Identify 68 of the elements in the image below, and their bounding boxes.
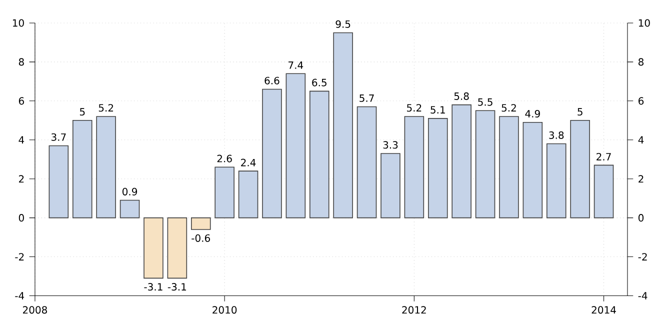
- data-label: -3.1: [144, 283, 162, 291]
- bar: [309, 90, 330, 218]
- y-tick-label: 4: [18, 136, 24, 144]
- bar: [96, 116, 116, 218]
- data-label: 5.2: [407, 104, 422, 112]
- x-tick-label: 2012: [402, 306, 426, 314]
- data-label: 6.5: [312, 78, 326, 86]
- y-tick-label: 0: [18, 214, 24, 222]
- y2-tick-label: 0: [638, 214, 644, 222]
- bar: [428, 118, 448, 218]
- data-label: 3.3: [383, 141, 398, 149]
- y2-tick-label: -4: [638, 292, 648, 300]
- bar: [238, 170, 258, 218]
- y-tick-label: 8: [18, 58, 24, 66]
- data-label: 3.7: [51, 133, 66, 142]
- data-label: 9.5: [336, 20, 350, 28]
- bar: [475, 110, 496, 218]
- bar: [167, 218, 188, 279]
- y-tick-label: 6: [18, 97, 24, 105]
- bar: [546, 144, 566, 218]
- data-label: 5.8: [454, 92, 469, 100]
- bar: [214, 166, 234, 218]
- y2-tick-label: 8: [638, 58, 644, 66]
- data-label: 5: [80, 108, 85, 116]
- bar: [144, 218, 164, 279]
- data-label: 2.7: [596, 153, 611, 161]
- data-label: 2.6: [217, 154, 232, 162]
- bar: [120, 200, 140, 218]
- data-label: 5.5: [478, 98, 492, 106]
- bar: [380, 153, 400, 218]
- bar: [594, 164, 614, 218]
- data-label: 5.2: [98, 104, 114, 112]
- bar: [72, 120, 92, 218]
- data-label: 0.9: [122, 188, 138, 196]
- data-label: 2.4: [241, 158, 256, 166]
- bar: [191, 218, 211, 230]
- data-label: 3.8: [549, 132, 564, 140]
- data-label: 5.7: [360, 94, 374, 102]
- y-tick-label: -2: [15, 253, 24, 261]
- y-tick-label: 10: [13, 19, 24, 27]
- bar: [262, 88, 282, 218]
- bar: [48, 145, 69, 218]
- bar: [522, 122, 543, 218]
- bar: [570, 120, 590, 218]
- data-label: -0.6: [192, 234, 210, 242]
- bar: [452, 104, 472, 218]
- data-label: 7.4: [288, 62, 304, 69]
- y2-tick-label: 10: [638, 19, 650, 27]
- y2-tick-label: 6: [638, 97, 644, 105]
- y2-tick-label: 2: [638, 175, 644, 183]
- y2-tick-label: -2: [638, 253, 647, 261]
- data-label: -3.1: [168, 283, 186, 291]
- data-label: 5: [578, 108, 582, 116]
- y2-tick-label: 4: [638, 136, 644, 144]
- data-label: 4.9: [525, 110, 540, 118]
- bar: [404, 116, 424, 218]
- data-label: 5.2: [502, 104, 516, 112]
- x-tick-label: 2010: [212, 306, 237, 314]
- data-label: 5.1: [430, 106, 445, 114]
- bar: [333, 32, 353, 218]
- bar: [499, 116, 519, 218]
- x-tick-label: 2014: [592, 306, 616, 314]
- y-tick-label: 2: [18, 175, 24, 183]
- x-tick-label: 2008: [22, 306, 47, 314]
- y-tick-label: -4: [15, 292, 24, 300]
- bar: [286, 73, 306, 218]
- data-label: 6.6: [264, 76, 280, 85]
- bar: [356, 106, 377, 218]
